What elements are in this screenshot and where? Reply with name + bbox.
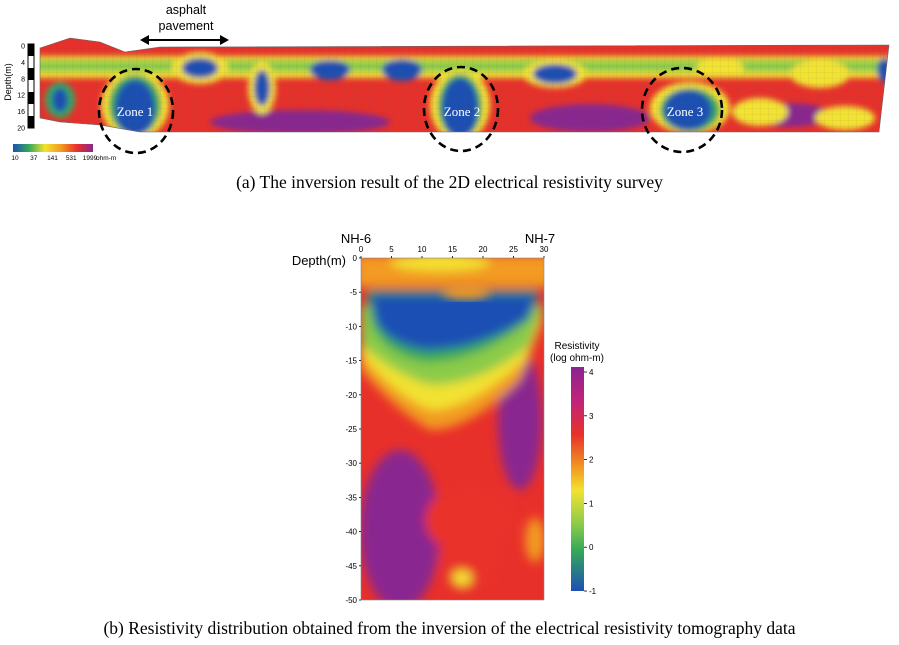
x-tick-label: 10 — [418, 245, 427, 254]
caption-b: (b) Resistivity distribution obtained fr… — [103, 618, 796, 638]
x-tick-label: 15 — [448, 245, 457, 254]
depth-tick-label: 0 — [21, 44, 25, 51]
nh7-label: NH-7 — [525, 231, 555, 246]
zone-2-outline — [422, 65, 500, 153]
colorbar-tick-label: -1 — [589, 587, 597, 596]
y-tick-label: -50 — [345, 596, 357, 605]
colorbar-tick-label: 1999 — [83, 155, 98, 162]
section-image — [40, 38, 889, 132]
tomography-chart: NH-6 NH-7 Depth(m) 0 5 10 15 20 25 30 0-5-10-1… — [292, 231, 604, 605]
colorbar-tick-label: 141 — [47, 155, 58, 162]
y-tick-label: -15 — [345, 357, 357, 366]
zone-1-outline — [97, 67, 175, 155]
asphalt-label: asphalt — [166, 3, 207, 17]
nh6-label: NH-6 — [341, 231, 371, 246]
y-tick-label: -5 — [350, 288, 358, 297]
depth-tick-label: 8 — [21, 76, 25, 83]
colorbar-unit: ohm-m — [96, 155, 116, 162]
depth-tick-label: 12 — [17, 93, 25, 100]
pavement-extent-arrow — [140, 35, 229, 45]
depth-axis-label-b: Depth(m) — [292, 253, 346, 268]
x-tick-label: 5 — [389, 245, 394, 254]
colorbar-tick-label: 2 — [589, 456, 594, 465]
zone-3-label: Zone 3 — [667, 104, 703, 119]
colorbar-tick-label: 531 — [66, 155, 77, 162]
y-tick-label: -35 — [345, 493, 357, 502]
y-tick-label: -10 — [345, 322, 357, 331]
caption-a: (a) The inversion result of the 2D elect… — [236, 172, 663, 192]
x-tick-label: 25 — [509, 245, 518, 254]
colorbar-tick-label: 37 — [30, 155, 38, 162]
tomography-image — [361, 258, 544, 600]
zone-2-label: Zone 2 — [444, 104, 480, 119]
colorbar-tick-label: 3 — [589, 412, 594, 421]
colorbar-tick-label: 4 — [589, 368, 594, 377]
colorbar-tick-label: 10 — [11, 155, 19, 162]
resistivity-section-chart: Zone 1 Zone 2 Zone 3 asphalt pavement 0 4… — [3, 3, 890, 162]
depth-tick-label: 4 — [21, 60, 25, 67]
x-tick-label: 0 — [359, 245, 364, 254]
log-resistivity-colorbar — [571, 367, 584, 591]
y-tick-label: -45 — [345, 562, 357, 571]
depth-tick-label: 20 — [17, 126, 25, 133]
colorbar-tick-label: 1 — [589, 499, 594, 508]
depth-axis-label: Depth(m) — [3, 63, 13, 101]
y-tick-label: 0 — [353, 254, 358, 263]
y-tick-label: -20 — [345, 391, 357, 400]
zone-3-outline — [640, 66, 724, 154]
depth-scale-bar — [27, 43, 35, 129]
depth-tick-label: 16 — [17, 109, 25, 116]
y-tick-label: -40 — [345, 528, 357, 537]
y-tick-label: -30 — [345, 459, 357, 468]
colorbar-tick-label: 0 — [589, 543, 594, 552]
colorbar-title-2: (log ohm-m) — [550, 353, 604, 364]
pavement-label: pavement — [159, 19, 214, 33]
x-tick-label: 20 — [479, 245, 488, 254]
x-tick-label: 30 — [540, 245, 549, 254]
resistivity-colorbar — [13, 144, 93, 152]
y-tick-label: -25 — [345, 425, 357, 434]
colorbar-title-1: Resistivity — [554, 341, 599, 352]
zone-1-label: Zone 1 — [117, 104, 153, 119]
